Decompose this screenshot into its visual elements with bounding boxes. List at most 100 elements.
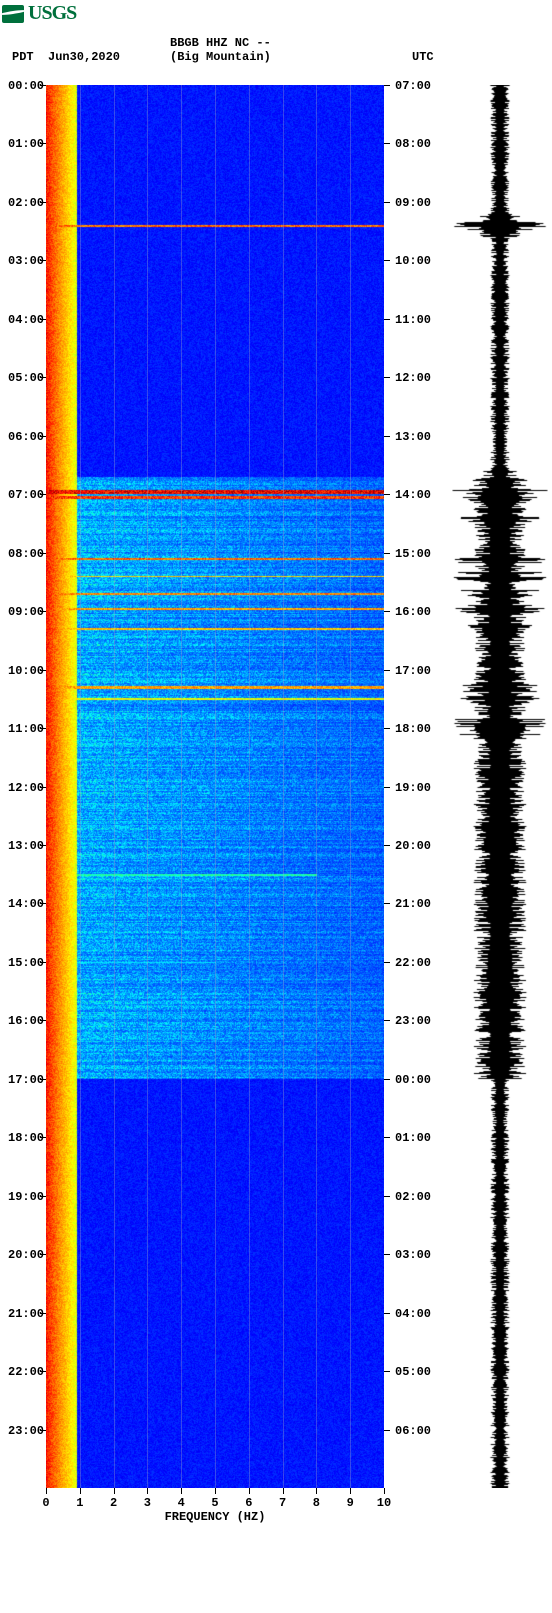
usgs-logo: USGS (2, 2, 76, 25)
gridline (283, 85, 284, 1488)
y-right-tick (384, 202, 390, 203)
x-tick (46, 1488, 47, 1494)
y-left-hour-label: 23:00 (8, 1424, 44, 1438)
y-right-tick (384, 1254, 390, 1255)
x-tick-label: 5 (211, 1496, 218, 1510)
y-right-hour-label: 09:00 (395, 196, 431, 210)
y-right-tick (384, 319, 390, 320)
y-left-tick (40, 670, 46, 671)
y-right-tick (384, 728, 390, 729)
y-left-tick (40, 845, 46, 846)
y-left-tick (40, 143, 46, 144)
y-right-hour-label: 11:00 (395, 313, 431, 327)
y-left-hour-label: 16:00 (8, 1014, 44, 1028)
y-right-tick (384, 1196, 390, 1197)
gridline (80, 85, 81, 1488)
y-left-hour-label: 12:00 (8, 781, 44, 795)
y-left-tick (40, 787, 46, 788)
y-right-hour-label: 16:00 (395, 605, 431, 619)
x-tick (114, 1488, 115, 1494)
x-tick (181, 1488, 182, 1494)
y-left-tick (40, 260, 46, 261)
gridline (215, 85, 216, 1488)
y-right-tick (384, 1430, 390, 1431)
y-left-hour-label: 10:00 (8, 664, 44, 678)
y-left-tick (40, 319, 46, 320)
gridline (350, 85, 351, 1488)
usgs-wave-icon (2, 5, 24, 23)
y-left-tick (40, 1020, 46, 1021)
y-right-hour-label: 22:00 (395, 956, 431, 970)
y-right-tick (384, 1137, 390, 1138)
x-tick-label: 1 (76, 1496, 83, 1510)
y-left-tick (40, 1430, 46, 1431)
y-right-tick (384, 436, 390, 437)
y-left-tick (40, 436, 46, 437)
y-left-tick (40, 1254, 46, 1255)
y-left-hour-label: 20:00 (8, 1248, 44, 1262)
y-left-tick (40, 728, 46, 729)
y-left-hour-label: 21:00 (8, 1307, 44, 1321)
x-tick (283, 1488, 284, 1494)
gridline (316, 85, 317, 1488)
right-timezone: UTC (412, 50, 434, 64)
y-left-hour-label: 07:00 (8, 488, 44, 502)
y-right-hour-label: 02:00 (395, 1190, 431, 1204)
y-left-hour-label: 14:00 (8, 897, 44, 911)
y-right-hour-label: 21:00 (395, 897, 431, 911)
y-right-hour-label: 20:00 (395, 839, 431, 853)
y-left-hour-label: 04:00 (8, 313, 44, 327)
y-left-tick (40, 1079, 46, 1080)
y-right-tick (384, 377, 390, 378)
x-tick-label: 10 (377, 1496, 391, 1510)
y-right-tick (384, 260, 390, 261)
y-right-hour-label: 13:00 (395, 430, 431, 444)
y-left-hour-label: 01:00 (8, 137, 44, 151)
y-right-tick (384, 1371, 390, 1372)
y-right-hour-label: 07:00 (395, 79, 431, 93)
waveform-canvas (452, 85, 548, 1488)
y-left-hour-label: 13:00 (8, 839, 44, 853)
y-left-hour-label: 08:00 (8, 547, 44, 561)
y-right-hour-label: 19:00 (395, 781, 431, 795)
y-left-tick (40, 962, 46, 963)
station-name: (Big Mountain) (170, 50, 271, 64)
y-left-hour-label: 05:00 (8, 371, 44, 385)
x-tick (384, 1488, 385, 1494)
x-tick (215, 1488, 216, 1494)
gridline (147, 85, 148, 1488)
y-right-hour-label: 14:00 (395, 488, 431, 502)
x-axis-label: FREQUENCY (HZ) (46, 1510, 384, 1524)
station-code: BBGB HHZ NC -- (170, 36, 271, 50)
y-right-tick (384, 611, 390, 612)
x-tick-label: 6 (245, 1496, 252, 1510)
y-left-tick (40, 1196, 46, 1197)
x-tick (147, 1488, 148, 1494)
y-right-hour-label: 06:00 (395, 1424, 431, 1438)
y-left-tick (40, 903, 46, 904)
y-right-tick (384, 845, 390, 846)
x-tick-label: 3 (144, 1496, 151, 1510)
y-left-hour-label: 06:00 (8, 430, 44, 444)
spectrogram-plot (46, 85, 384, 1488)
y-left-hour-label: 22:00 (8, 1365, 44, 1379)
y-left-tick (40, 1371, 46, 1372)
y-right-hour-label: 00:00 (395, 1073, 431, 1087)
y-right-tick (384, 553, 390, 554)
y-right-tick (384, 787, 390, 788)
y-left-tick (40, 494, 46, 495)
x-tick-label: 9 (347, 1496, 354, 1510)
y-right-hour-label: 18:00 (395, 722, 431, 736)
x-tick (350, 1488, 351, 1494)
y-left-hour-label: 09:00 (8, 605, 44, 619)
y-left-tick (40, 1137, 46, 1138)
gridline (181, 85, 182, 1488)
x-tick (249, 1488, 250, 1494)
y-left-hour-label: 19:00 (8, 1190, 44, 1204)
y-left-hour-label: 03:00 (8, 254, 44, 268)
y-left-tick (40, 1313, 46, 1314)
y-left-hour-label: 18:00 (8, 1131, 44, 1145)
y-right-tick (384, 494, 390, 495)
y-right-tick (384, 962, 390, 963)
y-right-hour-label: 10:00 (395, 254, 431, 268)
